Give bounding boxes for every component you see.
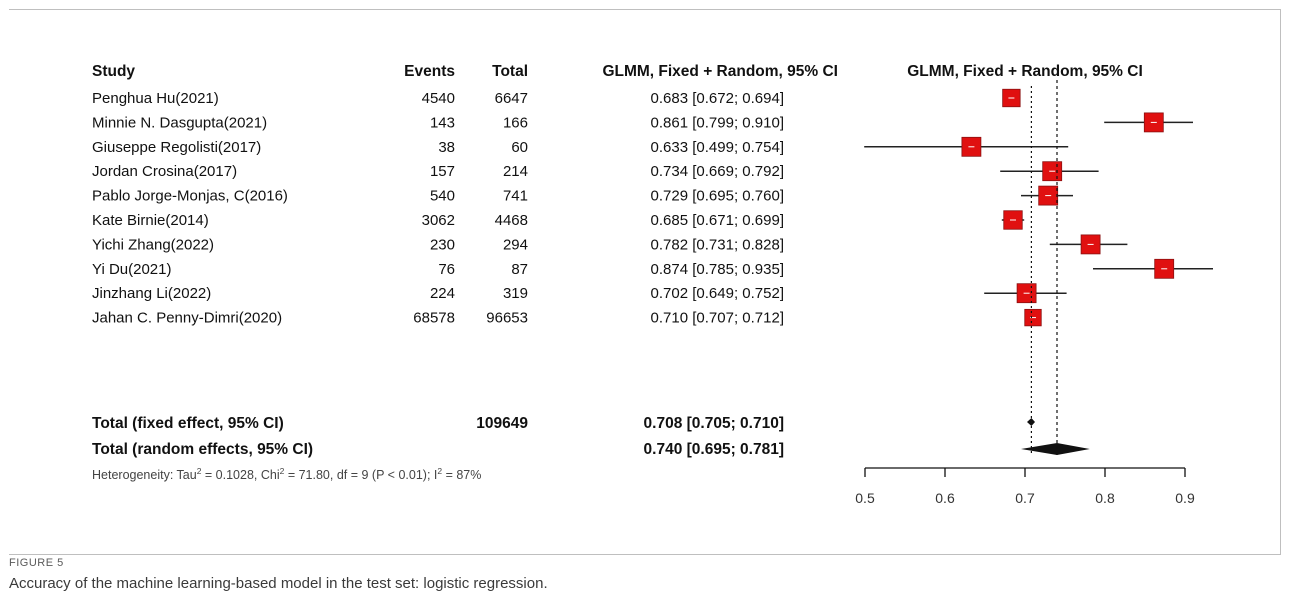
study-name: Yi Du(2021) [92, 261, 171, 278]
study-ci: 0.710 [0.707; 0.712] [651, 310, 784, 327]
figure-border-top [9, 9, 1281, 10]
plot-area: GLMM, Fixed + Random, 95% CI 0.5 0.6 0.7 0.8… [855, 63, 1213, 506]
total-random-label: Total (random effects, 95% CI) [92, 441, 313, 458]
x-axis-tick-label: 0.7 [1015, 490, 1035, 506]
study-total: 741 [503, 188, 528, 205]
study-total: 214 [503, 163, 528, 180]
x-axis-tick-label: 0.5 [855, 490, 875, 506]
superscript: 2 [437, 466, 442, 476]
figure-caption: Accuracy of the machine learning-based m… [9, 575, 548, 592]
study-events: 540 [430, 188, 455, 205]
heterogeneity-part: = 87% [442, 468, 481, 482]
study-events: 76 [438, 261, 455, 278]
superscript: 2 [280, 466, 285, 476]
x-axis-tick-label: 0.9 [1175, 490, 1195, 506]
study-events: 230 [430, 236, 455, 253]
figure-label: FIGURE 5 [9, 557, 64, 569]
total-random-ci: 0.740 [0.695; 0.781] [644, 441, 784, 458]
study-table: Study Events Total GLMM, Fixed + Random, 95… [92, 63, 838, 482]
study-events: 38 [438, 139, 455, 156]
study-name: Jahan C. Penny-Dimri(2020) [92, 310, 282, 327]
random-effect-diamond [1021, 443, 1090, 455]
heterogeneity-text: Heterogeneity: Tau2 = 0.1028, Chi2 = 71.… [92, 466, 481, 482]
heterogeneity-part: = 0.1028, Chi [201, 468, 279, 482]
study-ci: 0.683 [0.672; 0.694] [651, 90, 784, 107]
study-name: Jinzhang Li(2022) [92, 285, 211, 302]
figure-border [9, 9, 1281, 555]
study-total: 96653 [486, 310, 528, 327]
study-name: Penghua Hu(2021) [92, 90, 219, 107]
study-ci: 0.734 [0.669; 0.792] [651, 163, 784, 180]
study-total: 87 [511, 261, 528, 278]
study-name: Minnie N. Dasgupta(2021) [92, 114, 267, 131]
study-total: 294 [503, 236, 528, 253]
total-fixed-label: Total (fixed effect, 95% CI) [92, 415, 284, 432]
study-total: 4468 [495, 212, 528, 229]
forest-plot: Study Events Total GLMM, Fixed + Random, 95… [92, 63, 1213, 506]
superscript: 2 [197, 466, 202, 476]
study-events: 157 [430, 163, 455, 180]
x-axis-tick-label: 0.6 [935, 490, 955, 506]
study-name: Yichi Zhang(2022) [92, 236, 214, 253]
study-name: Jordan Crosina(2017) [92, 163, 237, 180]
study-ci: 0.685 [0.671; 0.699] [651, 212, 784, 229]
header-plot: GLMM, Fixed + Random, 95% CI [907, 63, 1143, 80]
study-total: 166 [503, 114, 528, 131]
study-events: 68578 [413, 310, 455, 327]
study-ci: 0.782 [0.731; 0.828] [651, 236, 784, 253]
study-ci: 0.702 [0.649; 0.752] [651, 285, 784, 302]
study-name: Kate Birnie(2014) [92, 212, 209, 229]
heterogeneity-part: = 71.80, df = 9 (P < 0.01); I [284, 468, 437, 482]
total-fixed-n: 109649 [476, 415, 528, 432]
study-ci: 0.729 [0.695; 0.760] [651, 188, 784, 205]
study-ci: 0.633 [0.499; 0.754] [651, 139, 784, 156]
study-name: Giuseppe Regolisti(2017) [92, 139, 261, 156]
study-events: 143 [430, 114, 455, 131]
study-events: 4540 [422, 90, 455, 107]
header-study: Study [92, 63, 135, 80]
total-fixed-ci: 0.708 [0.705; 0.710] [644, 415, 784, 432]
study-total: 319 [503, 285, 528, 302]
study-total: 6647 [495, 90, 528, 107]
study-total: 60 [511, 139, 528, 156]
header-events: Events [404, 63, 455, 80]
study-name: Pablo Jorge-Monjas, C(2016) [92, 188, 288, 205]
header-total: Total [492, 63, 528, 80]
study-events: 3062 [422, 212, 455, 229]
study-ci: 0.861 [0.799; 0.910] [651, 114, 784, 131]
heterogeneity-part: Heterogeneity: Tau [92, 468, 197, 482]
x-axis-tick-label: 0.8 [1095, 490, 1115, 506]
study-events: 224 [430, 285, 455, 302]
study-ci: 0.874 [0.785; 0.935] [651, 261, 784, 278]
header-ci: GLMM, Fixed + Random, 95% CI [602, 63, 838, 80]
